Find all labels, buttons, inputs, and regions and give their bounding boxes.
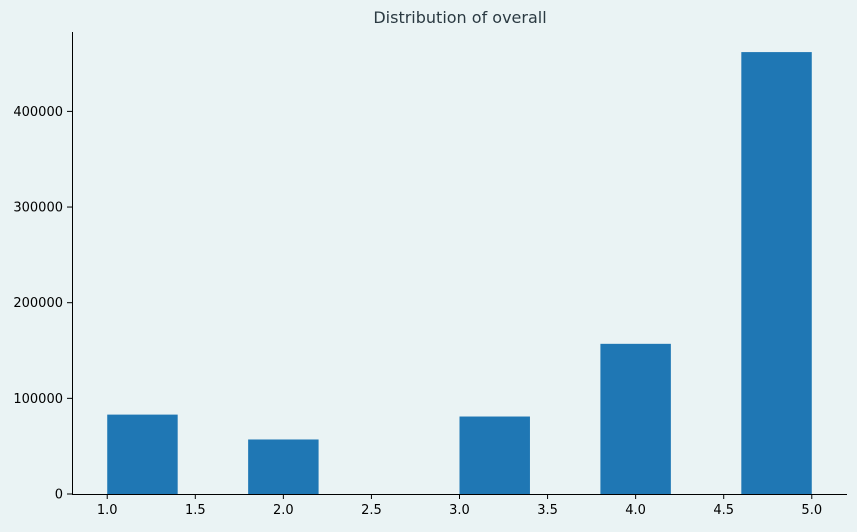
x-tick-label: 1.5 (185, 503, 206, 518)
histogram-bar (107, 414, 178, 494)
y-tick-label: 200000 (13, 296, 63, 311)
y-tick-label: 400000 (13, 105, 63, 120)
x-tick-label: 1.0 (97, 503, 118, 518)
y-tick-label: 300000 (13, 201, 63, 216)
x-tick-label: 4.5 (713, 503, 734, 518)
histogram-bar (248, 439, 319, 494)
x-tick-label: 3.0 (449, 503, 470, 518)
bars-layer (107, 52, 812, 495)
histogram-bar (741, 52, 812, 495)
histogram-bar (459, 416, 530, 494)
histogram-bar (600, 343, 671, 494)
x-tick-label: 2.5 (361, 503, 382, 518)
chart-title: Distribution of overall (373, 8, 546, 27)
x-ticks: 1.0 1.5 2.0 2.5 3.0 3.5 4.0 4.5 5.0 (97, 494, 822, 518)
x-tick-label: 4.0 (625, 503, 646, 518)
x-tick-label: 3.5 (537, 503, 558, 518)
y-tick-label: 100000 (13, 392, 63, 407)
x-tick-label: 5.0 (801, 503, 822, 518)
y-tick-label: 0 (55, 488, 63, 503)
x-tick-label: 2.0 (273, 503, 294, 518)
y-ticks: 0 100000 200000 300000 400000 (13, 105, 72, 503)
